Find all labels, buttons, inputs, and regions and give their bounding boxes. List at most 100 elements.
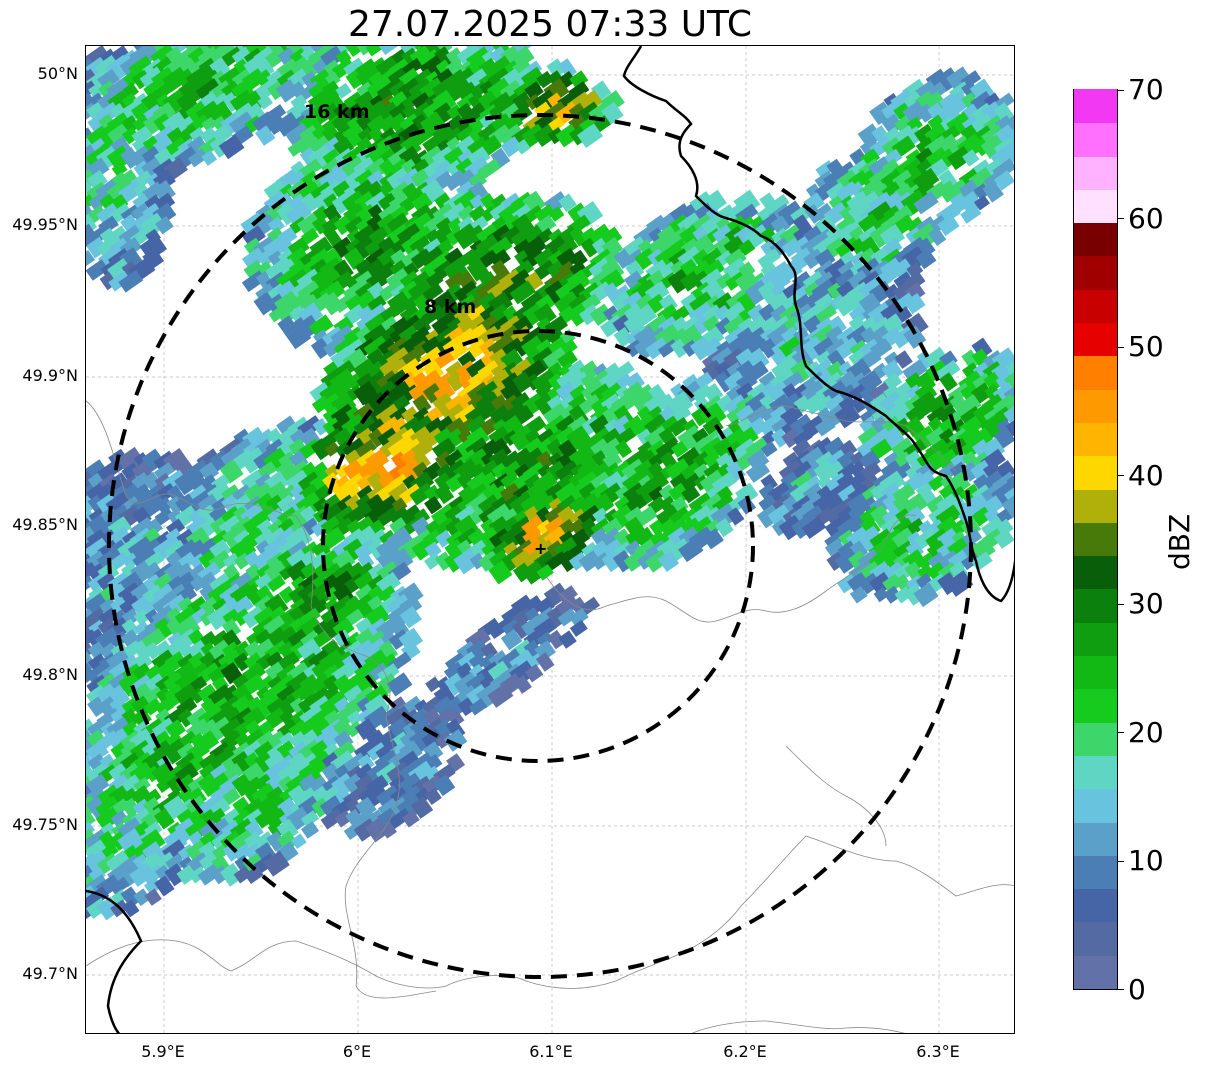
radar-echo-cell: [311, 686, 332, 705]
radar-echo-cell: [1001, 491, 1014, 519]
radar-echo-cell: [477, 360, 501, 382]
radar-echo-cell: [916, 103, 936, 123]
radar-echo-cell: [86, 259, 109, 281]
radar-echo-cell: [86, 170, 108, 191]
radar-echo-cell: [668, 506, 691, 527]
radar-echo-cell: [121, 462, 141, 481]
radar-echo-cell: [678, 537, 704, 563]
radar-echo-cell: [645, 471, 670, 494]
radar-echo-cell: [744, 224, 772, 249]
radar-echo-cell: [509, 425, 537, 451]
radar-echo-cell: [378, 585, 399, 605]
radar-echo-cell: [109, 876, 130, 896]
radar-echo-cell: [792, 428, 813, 448]
radar-echo-cell: [365, 774, 389, 796]
radar-echo-cell: [937, 214, 960, 236]
radar-echo-cell: [323, 59, 342, 78]
radar-echo-cell: [623, 550, 646, 572]
radar-echo-cell: [344, 102, 366, 124]
radar-echo-cell: [693, 463, 711, 480]
radar-echo-cell: [222, 528, 242, 549]
radar-echo-cell: [533, 494, 557, 516]
radar-echo-cell: [850, 395, 868, 414]
radar-echo-cell: [479, 249, 499, 268]
admin-boundary-4: [785, 745, 887, 847]
radar-echo-cell: [87, 696, 108, 718]
radar-echo-cell: [488, 617, 513, 640]
radar-echo-cell: [535, 450, 555, 470]
radar-echo-cell: [144, 888, 162, 906]
radar-echo-cell: [568, 81, 590, 101]
radar-echo-cell: [267, 574, 286, 593]
radar-echo-cell: [200, 474, 219, 492]
radar-site-marker: +: [534, 539, 547, 558]
radar-echo-cell: [827, 349, 846, 370]
radar-echo-cell: [86, 92, 96, 112]
radar-echo-cell: [623, 248, 646, 269]
radar-echo-cell: [96, 202, 121, 226]
radar-echo-cell: [873, 587, 889, 603]
colorbar-segment: [1074, 921, 1117, 956]
radar-echo-cell: [299, 550, 321, 573]
radar-echo-cell: [120, 886, 142, 908]
radar-echo-cell: [96, 460, 121, 483]
radar-echo-cell: [155, 496, 174, 514]
radar-echo-cell: [465, 358, 491, 383]
radar-echo-cell: [343, 46, 366, 57]
radar-echo-cell: [277, 192, 298, 214]
radar-echo-cell: [793, 316, 813, 336]
colorbar-segment: [1074, 122, 1117, 157]
radar-echo-cell: [285, 122, 313, 149]
radar-echo-cell: [670, 338, 689, 359]
radar-echo-cell: [164, 136, 187, 157]
radar-echo-cell: [343, 202, 367, 226]
radar-echo-cell: [836, 449, 859, 471]
radar-echo-cell: [477, 158, 502, 180]
radar-echo-cell: [758, 416, 780, 437]
radar-echo-cell: [500, 628, 523, 651]
radar-echo-cell: [257, 94, 273, 110]
radar-echo-cell: [925, 438, 950, 460]
radar-echo-cell: [912, 167, 940, 193]
radar-echo-cell: [86, 537, 111, 563]
radar-echo-cell: [164, 539, 187, 561]
radar-echo-cell: [534, 640, 556, 662]
colorbar-segment: [1074, 555, 1117, 590]
radar-echo-cell: [332, 617, 355, 639]
radar-echo-cell: [533, 303, 557, 327]
radar-echo-cell: [86, 194, 96, 212]
radar-echo-cell: [792, 214, 814, 237]
radar-echo-cell: [133, 777, 151, 794]
radar-echo-cell: [970, 459, 994, 484]
radar-echo-cell: [312, 417, 330, 436]
radar-echo-cell: [981, 393, 1005, 416]
radar-echo-cell: [825, 237, 848, 258]
radar-echo-cell: [444, 652, 467, 672]
radar-echo-cell: [100, 139, 117, 155]
radar-echo-cell: [344, 215, 366, 235]
radar-echo-cell: [367, 294, 387, 313]
radar-echo-cell: [497, 201, 526, 227]
radar-echo-cell: [837, 384, 858, 403]
radar-echo-cell: [622, 236, 648, 260]
radar-echo-cell: [858, 461, 882, 483]
radar-echo-cell: [557, 585, 578, 605]
radar-echo-cell: [939, 372, 958, 392]
radar-echo-cell: [87, 563, 107, 582]
radar-echo-cell: [569, 226, 589, 247]
radar-echo-cell: [905, 462, 925, 481]
radar-echo-cell: [121, 115, 141, 134]
colorbar-segment: [1074, 688, 1117, 723]
radar-echo-cell: [222, 843, 241, 862]
radar-echo-cell: [480, 642, 498, 660]
radar-echo-cell: [140, 628, 166, 652]
radar-echo-cell: [894, 115, 913, 134]
radar-echo-cell: [107, 258, 133, 282]
colorbar-tick-label: 30: [1128, 587, 1164, 620]
radar-echo-cell: [621, 470, 648, 495]
radar-echo-cell: [378, 46, 399, 56]
radar-echo-cell: [265, 494, 287, 516]
radar-echo-cell: [859, 449, 881, 471]
radar-echo-cell: [401, 810, 420, 828]
radar-echo-cell: [434, 483, 455, 505]
